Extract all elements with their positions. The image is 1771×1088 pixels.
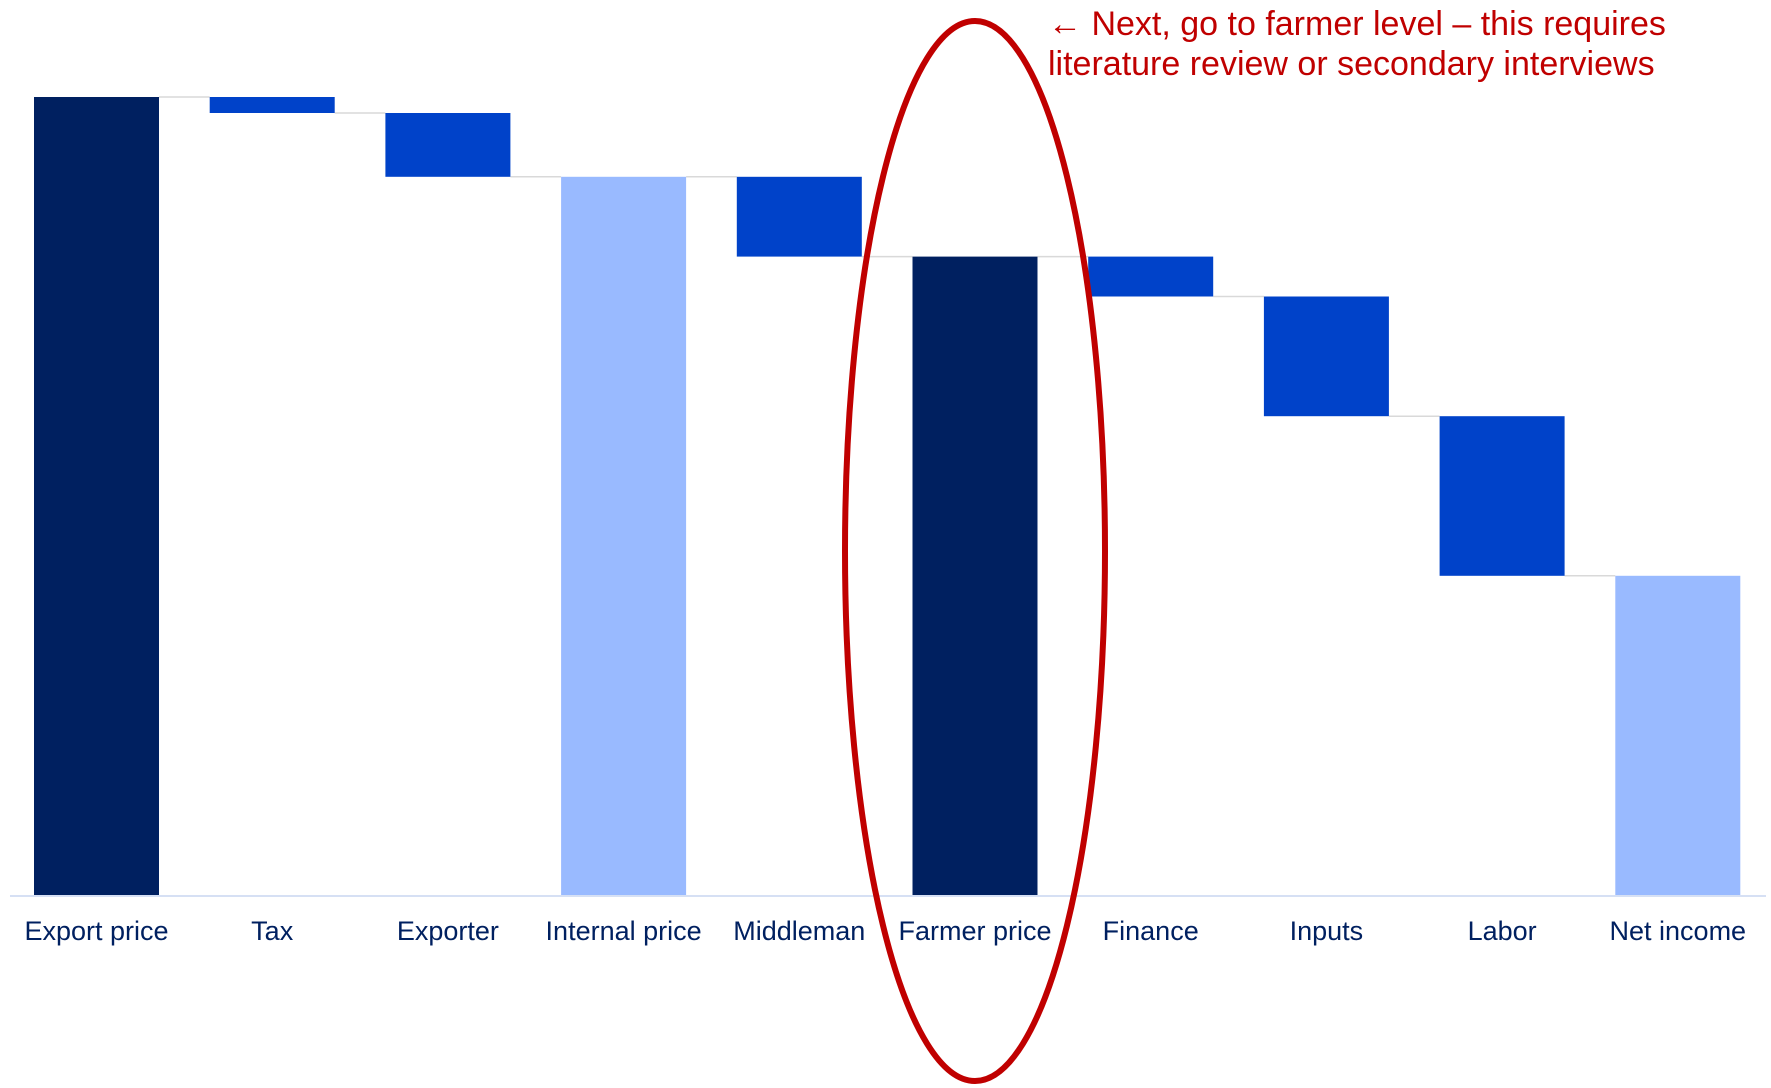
bar-internal-price: [561, 176, 687, 896]
annotation-line-1: ← Next, go to farmer level – this requir…: [1048, 5, 1666, 43]
bar-labor: [1439, 416, 1565, 576]
tick-label-net-income: Net income: [1610, 916, 1747, 946]
bar-exporter: [385, 113, 511, 177]
tick-label-inputs: Inputs: [1290, 916, 1364, 946]
bar-farmer-price: [912, 256, 1038, 896]
tick-label-finance: Finance: [1103, 916, 1199, 946]
tick-label-labor: Labor: [1468, 916, 1537, 946]
annotation-callout: ← Next, go to farmer level – this requir…: [1048, 4, 1666, 84]
farmer-price-highlight-ellipse: [842, 18, 1108, 1084]
chart-bars: [34, 97, 1741, 896]
bar-tax: [209, 97, 335, 113]
bar-export-price: [34, 97, 159, 895]
annotation-line-2: literature review or secondary interview…: [1048, 45, 1655, 83]
tick-label-export-price: Export price: [24, 916, 168, 946]
bar-finance: [1088, 256, 1214, 297]
tick-label-exporter: Exporter: [397, 916, 499, 946]
bar-inputs: [1263, 296, 1389, 417]
x-axis-tick-labels: Export price Tax Exporter Internal price Mid…: [24, 916, 1746, 946]
tick-label-internal-price: Internal price: [546, 916, 702, 946]
bar-middleman: [736, 176, 862, 257]
tick-label-tax: Tax: [251, 916, 294, 946]
connector-lines: [159, 96, 1616, 577]
tick-label-middleman: Middleman: [733, 916, 865, 946]
tick-label-farmer-price: Farmer price: [898, 916, 1051, 946]
bar-net-income: [1615, 575, 1741, 895]
